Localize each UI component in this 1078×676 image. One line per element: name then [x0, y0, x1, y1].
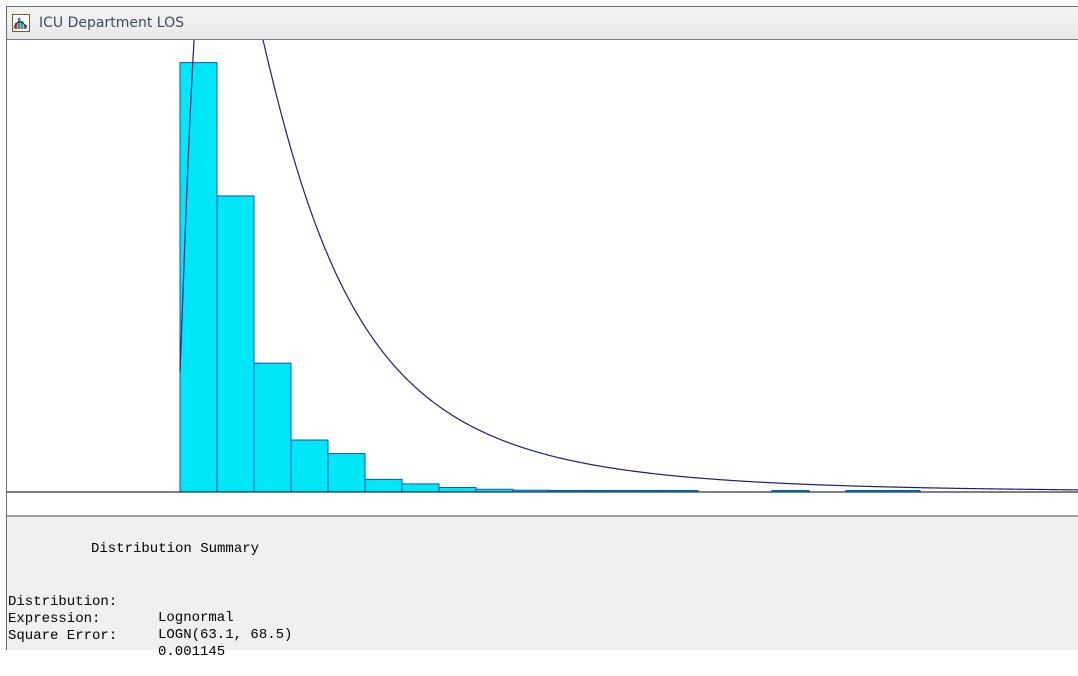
summary-title: Distribution Summary	[91, 541, 260, 557]
summary-row-square-error: Square Error: 0.001145	[8, 612, 225, 676]
fit-window: ICU Department LOS Distribution Summary …	[6, 6, 1078, 660]
histogram-app-icon[interactable]	[12, 14, 30, 32]
summary-value: 0.001145	[158, 644, 226, 660]
distribution-summary-panel: Distribution Summary Distribution: Logno…	[7, 515, 1078, 660]
summary-row-expression: Expression: LOGN(63.1, 68.5)	[8, 595, 292, 659]
summary-key: Distribution:	[8, 594, 118, 610]
histogram-bar	[253, 362, 292, 493]
histogram-bar	[290, 439, 329, 493]
window-title: ICU Department LOS	[39, 15, 184, 31]
summary-key: Expression:	[8, 611, 101, 627]
histogram-bar	[327, 453, 366, 493]
histogram-bar	[364, 478, 403, 493]
title-bar[interactable]: ICU Department LOS	[7, 7, 1078, 40]
summary-value: LOGN(63.1, 68.5)	[158, 627, 293, 643]
fitted-lognormal-curve	[179, 40, 1078, 491]
summary-key: Square Error:	[8, 628, 118, 644]
histogram-bar	[401, 483, 440, 493]
histogram-bar	[179, 62, 218, 493]
histogram-chart	[7, 40, 1078, 515]
histogram-svg	[7, 40, 1078, 493]
summary-row-distribution: Distribution: Lognormal	[8, 578, 234, 642]
histogram-bar	[216, 195, 255, 493]
summary-value: Lognormal	[158, 610, 234, 626]
histogram-bar	[438, 486, 477, 493]
